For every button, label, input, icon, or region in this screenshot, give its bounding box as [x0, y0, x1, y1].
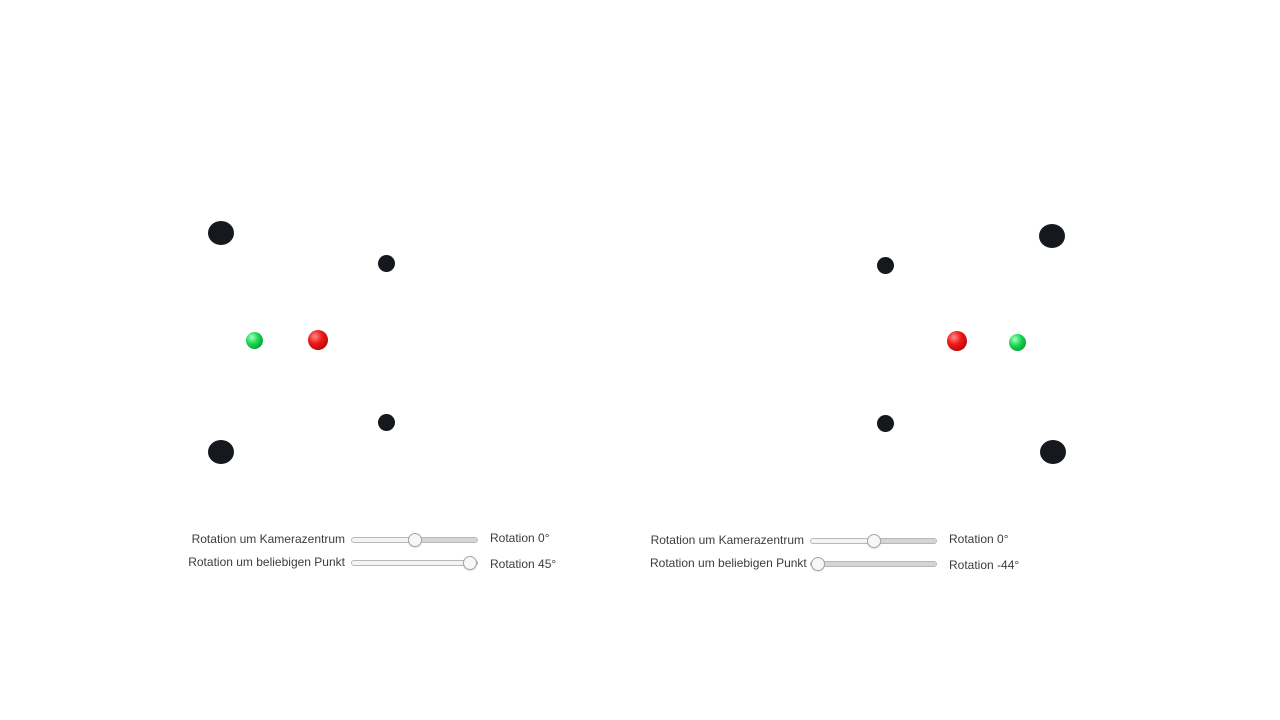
- point-rotation-readout: Rotation -44°: [949, 558, 1020, 572]
- point-rotation-readout: Rotation 45°: [490, 557, 557, 571]
- marker-dot-small: [378, 255, 395, 272]
- camera-rotation-readout: Rotation 0°: [490, 531, 550, 545]
- green-sphere: [1009, 334, 1026, 351]
- marker-dot-large: [208, 440, 234, 464]
- camera-rotation-label: Rotation um Kamerazentrum: [650, 533, 804, 547]
- slider-thumb[interactable]: [811, 557, 825, 571]
- marker-dot-large: [208, 221, 234, 245]
- slider-fill: [873, 539, 936, 543]
- slider-thumb[interactable]: [407, 533, 422, 547]
- marker-dot-small: [378, 414, 395, 431]
- marker-dot-large: [1040, 440, 1066, 464]
- slider-thumb[interactable]: [463, 556, 477, 570]
- marker-dot-small: [877, 415, 894, 432]
- green-sphere: [246, 332, 263, 349]
- marker-dot-small: [877, 257, 894, 274]
- point-rotation-label: Rotation um beliebigen Punkt: [188, 555, 345, 569]
- camera-rotation-slider[interactable]: [351, 533, 478, 547]
- slider-thumb[interactable]: [866, 534, 881, 548]
- point-rotation-slider[interactable]: [351, 556, 478, 570]
- left-panel: Rotation um Kamerazentrum Rotation 0° Ro…: [188, 221, 557, 571]
- camera-rotation-readout: Rotation 0°: [949, 532, 1009, 546]
- red-sphere: [308, 330, 328, 350]
- slider-fill: [414, 538, 477, 542]
- point-rotation-label: Rotation um beliebigen Punkt: [650, 556, 807, 570]
- right-panel: Rotation um Kamerazentrum Rotation 0° Ro…: [640, 0, 1280, 720]
- camera-rotation-slider[interactable]: [810, 534, 937, 548]
- slider-fill: [811, 562, 936, 566]
- red-sphere: [947, 331, 967, 351]
- marker-dot-large: [1039, 224, 1065, 248]
- camera-rotation-label: Rotation um Kamerazentrum: [191, 532, 345, 546]
- point-rotation-slider[interactable]: [810, 557, 937, 571]
